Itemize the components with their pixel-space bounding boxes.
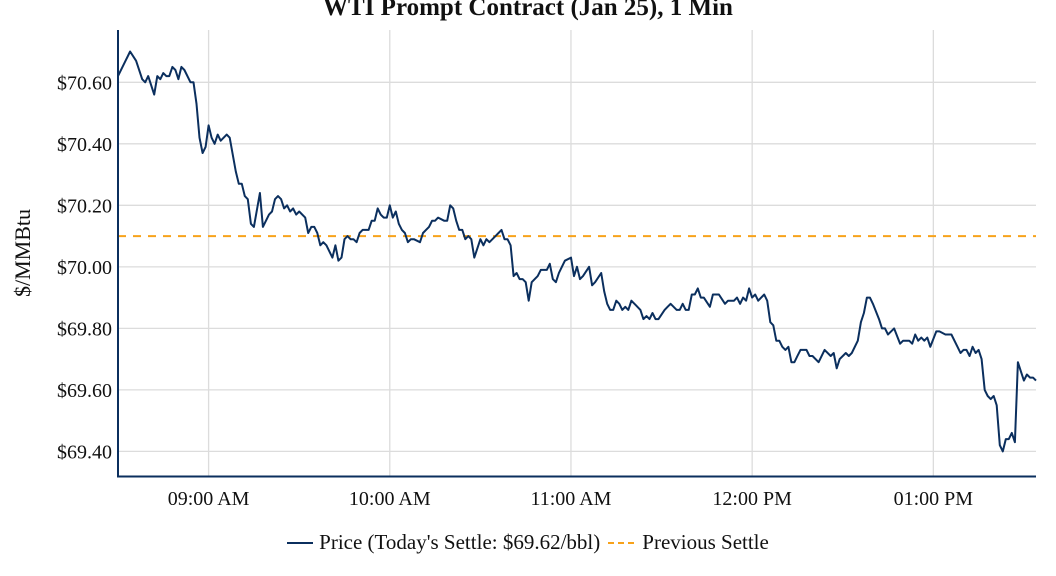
x-tick-label: 10:00 AM [349, 488, 431, 510]
series-layer [117, 50, 1037, 453]
price-line [117, 50, 1037, 453]
y-tick-label: $69.80 [57, 318, 112, 340]
y-tick-label: $70.60 [57, 72, 112, 94]
y-tick-label: $70.40 [57, 134, 112, 156]
legend: Price (Today's Settle: $69.62/bbl) Previ… [0, 530, 1056, 555]
legend-solid-line-icon [287, 541, 314, 544]
y-tick-label: $70.20 [57, 195, 112, 217]
legend-label-previous-settle: Previous Settle [642, 530, 769, 554]
chart-title: WTI Prompt Contract (Jan 25), 1 Min [323, 0, 733, 21]
x-tick-label: 12:00 PM [712, 488, 792, 510]
x-tick-label: 09:00 AM [168, 488, 250, 510]
gridlines [118, 30, 1036, 476]
legend-label-price: Price (Today's Settle: $69.62/bbl) [319, 530, 601, 554]
x-tick-label: 01:00 PM [894, 488, 974, 510]
y-tick-label: $70.00 [57, 257, 112, 279]
x-tick-label: 11:00 AM [530, 488, 611, 510]
y-tick-label: $69.40 [57, 441, 112, 463]
legend-item-previous-settle: Previous Settle [608, 530, 769, 555]
y-tick-label: $69.60 [57, 380, 112, 402]
legend-dashed-line-icon [608, 541, 635, 544]
legend-item-price: Price (Today's Settle: $69.62/bbl) [287, 530, 600, 555]
tick-labels: $70.60 $70.40 $70.20 $70.00 $69.80 $69.60 $69.… [57, 72, 973, 510]
